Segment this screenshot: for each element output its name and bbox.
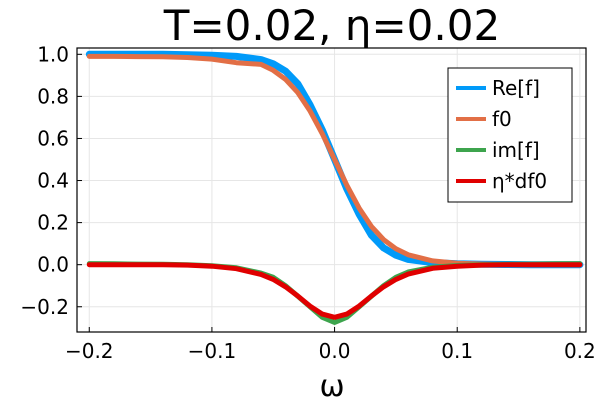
x-axis-label: ω (319, 369, 344, 400)
y-tick-label: 1.0 (37, 42, 69, 66)
series-line (86, 262, 583, 320)
tick-labels: −0.2 −0.1 0.0 0.1 0.2 −0.2 0.0 0.2 0.4 0.6 0.8 1.0 (20, 42, 595, 363)
legend: Re[f] f0 im[f] η*df0 (447, 67, 573, 203)
y-tick-label: 0.6 (37, 126, 69, 150)
plot-frame (76, 47, 587, 333)
y-tick-label: 0.2 (37, 211, 69, 235)
y-tick-label: 0.4 (37, 169, 69, 193)
y-tick-label: −0.2 (20, 295, 69, 319)
axes (76, 47, 587, 333)
x-tick-label: 0.0 (319, 339, 351, 363)
legend-label: im[f] (492, 138, 540, 162)
legend-label: f0 (492, 107, 512, 131)
x-tick-label: 0.2 (564, 339, 596, 363)
series-lines (85, 50, 584, 325)
chart-title: T=0.02, η=0.02 (163, 1, 500, 50)
y-tick-label: 0.8 (37, 84, 69, 108)
x-tick-label: −0.1 (188, 339, 237, 363)
x-tick-label: −0.2 (65, 339, 114, 363)
y-tick-label: 0.0 (37, 253, 69, 277)
legend-label: η*df0 (492, 169, 547, 193)
x-tick-label: 0.1 (441, 339, 473, 363)
legend-label: Re[f] (492, 76, 540, 100)
